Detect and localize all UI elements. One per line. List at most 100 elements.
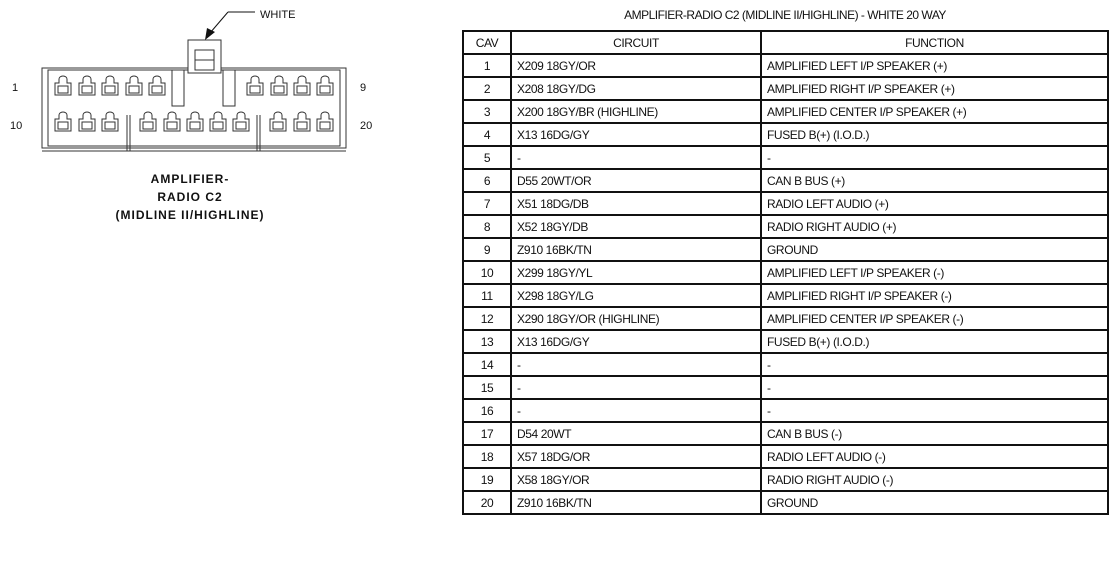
cav-cell: 17 [462,421,512,446]
cavity [148,75,166,96]
function-cell: GROUND [760,237,1109,262]
function-cell: GROUND [760,490,1109,515]
pin-label-10: 10 [10,120,22,132]
cav-cell: 7 [462,191,512,216]
cav-cell: 6 [462,168,512,193]
cav-cell: 20 [462,490,512,515]
table-row: 16- - [462,398,1109,423]
circuit-cell: X13 16DG/GY [510,122,762,147]
connector-caption-line-3: (MIDLINE II/HIGHLINE) [115,208,265,222]
circuit-cell: D54 20WT [510,421,762,446]
circuit-cell: Z910 16BK/TN [510,490,762,515]
circuit-cell: X52 18GY/DB [510,214,762,239]
circuit-cell: X290 18GY/OR (HIGHLINE) [510,306,762,331]
header-function: FUNCTION [760,30,1109,55]
cav-cell: 19 [462,467,512,492]
function-cell: CAN B BUS (+) [760,168,1109,193]
cav-cell: 12 [462,306,512,331]
cavities [54,75,334,132]
function-cell: AMPLIFIED LEFT I/P SPEAKER (-) [760,260,1109,285]
circuit-cell: - [510,375,762,400]
function-cell: RADIO RIGHT AUDIO (+) [760,214,1109,239]
function-cell: AMPLIFIED CENTER I/P SPEAKER (+) [760,99,1109,124]
circuit-cell: X209 18GY/OR [510,53,762,78]
cavity [163,111,181,132]
function-cell: RADIO RIGHT AUDIO (-) [760,467,1109,492]
circuit-cell: - [510,352,762,377]
circuit-cell: X51 18DG/DB [510,191,762,216]
connector-caption-line-1: AMPLIFIER- [150,172,230,186]
table-row: 11 X298 18GY/LG AMPLIFIED RIGHT I/P SPEAKE… [462,283,1109,308]
cavity [232,111,250,132]
cavity [186,111,204,132]
function-cell: AMPLIFIED RIGHT I/P SPEAKER (-) [760,283,1109,308]
table-row: 2 X208 18GY/DG AMPLIFIED RIGHT I/P SPEAKER… [462,76,1109,101]
header-circuit: CIRCUIT [510,30,762,55]
table-row: 13 X13 16DG/GY FUSED B(+) (I.O.D.) [462,329,1109,354]
pinout-table: CAV CIRCUIT FUNCTION 1 X209 18GY/OR AMPLIF… [462,30,1109,515]
circuit-cell: X208 18GY/DG [510,76,762,101]
circuit-cell: - [510,398,762,423]
cavity [54,111,72,132]
cav-cell: 14 [462,352,512,377]
cav-cell: 13 [462,329,512,354]
cavity [269,111,287,132]
circuit-cell: D55 20WT/OR [510,168,762,193]
function-cell: RADIO LEFT AUDIO (+) [760,191,1109,216]
function-cell: AMPLIFIED CENTER I/P SPEAKER (-) [760,306,1109,331]
cav-cell: 2 [462,76,512,101]
pin-label-1: 1 [12,82,18,94]
cavity [209,111,227,132]
table-title: AMPLIFIER-RADIO C2 (MIDLINE II/HIGHLINE)… [624,8,946,22]
table-row: 7 X51 18DG/DB RADIO LEFT AUDIO (+) [462,191,1109,216]
cavity [78,75,96,96]
table-row: 20 Z910 16BK/TN GROUND [462,490,1109,515]
cav-cell: 4 [462,122,512,147]
cav-cell: 5 [462,145,512,170]
circuit-cell: X298 18GY/LG [510,283,762,308]
pin-label-20: 20 [360,120,372,132]
cavity [246,75,264,96]
table-row: 8 X52 18GY/DB RADIO RIGHT AUDIO (+) [462,214,1109,239]
table-row: 10 X299 18GY/YL AMPLIFIED LEFT I/P SPEAKER… [462,260,1109,285]
table-row: 6 D55 20WT/OR CAN B BUS (+) [462,168,1109,193]
table-row: 15- - [462,375,1109,400]
function-cell: RADIO LEFT AUDIO (-) [760,444,1109,469]
connector-body [41,67,347,149]
table-row: 5-- [462,145,1109,170]
circuit-cell: X57 18DG/OR [510,444,762,469]
cavity [139,111,157,132]
table-row: 14- - [462,352,1109,377]
table-row: 12 X290 18GY/OR (HIGHLINE) AMPLIFIED CENTE… [462,306,1109,331]
circuit-cell: X58 18GY/OR [510,467,762,492]
header-cav: CAV [462,30,512,55]
cavity [316,111,334,132]
cav-cell: 1 [462,53,512,78]
function-cell: CAN B BUS (-) [760,421,1109,446]
cav-cell: 8 [462,214,512,239]
cavity [101,111,119,132]
cavity [316,75,334,96]
cavity [125,75,143,96]
cavity [101,75,119,96]
table-row: 17 D54 20WT CAN B BUS (-) [462,421,1109,446]
cavity [54,75,72,96]
pin-label-9: 9 [360,82,366,94]
table-row: 19 X58 18GY/OR RADIO RIGHT AUDIO (-) [462,467,1109,492]
circuit-cell: X200 18GY/BR (HIGHLINE) [510,99,762,124]
cavity [293,75,311,96]
function-cell: - [760,375,1109,400]
function-cell: - [760,352,1109,377]
function-cell: AMPLIFIED LEFT I/P SPEAKER (+) [760,53,1109,78]
table-row: 1 X209 18GY/OR AMPLIFIED LEFT I/P SPEAKER … [462,53,1109,78]
circuit-cell: Z910 16BK/TN [510,237,762,262]
cavity [293,111,311,132]
cavity [270,75,288,96]
circuit-cell: X13 16DG/GY [510,329,762,354]
cav-cell: 18 [462,444,512,469]
cav-cell: 9 [462,237,512,262]
cav-cell: 11 [462,283,512,308]
function-cell: - [760,145,1109,170]
table-header-row: CAV CIRCUIT FUNCTION [462,30,1109,55]
table-row: 9 Z910 16BK/TN GROUND [462,237,1109,262]
